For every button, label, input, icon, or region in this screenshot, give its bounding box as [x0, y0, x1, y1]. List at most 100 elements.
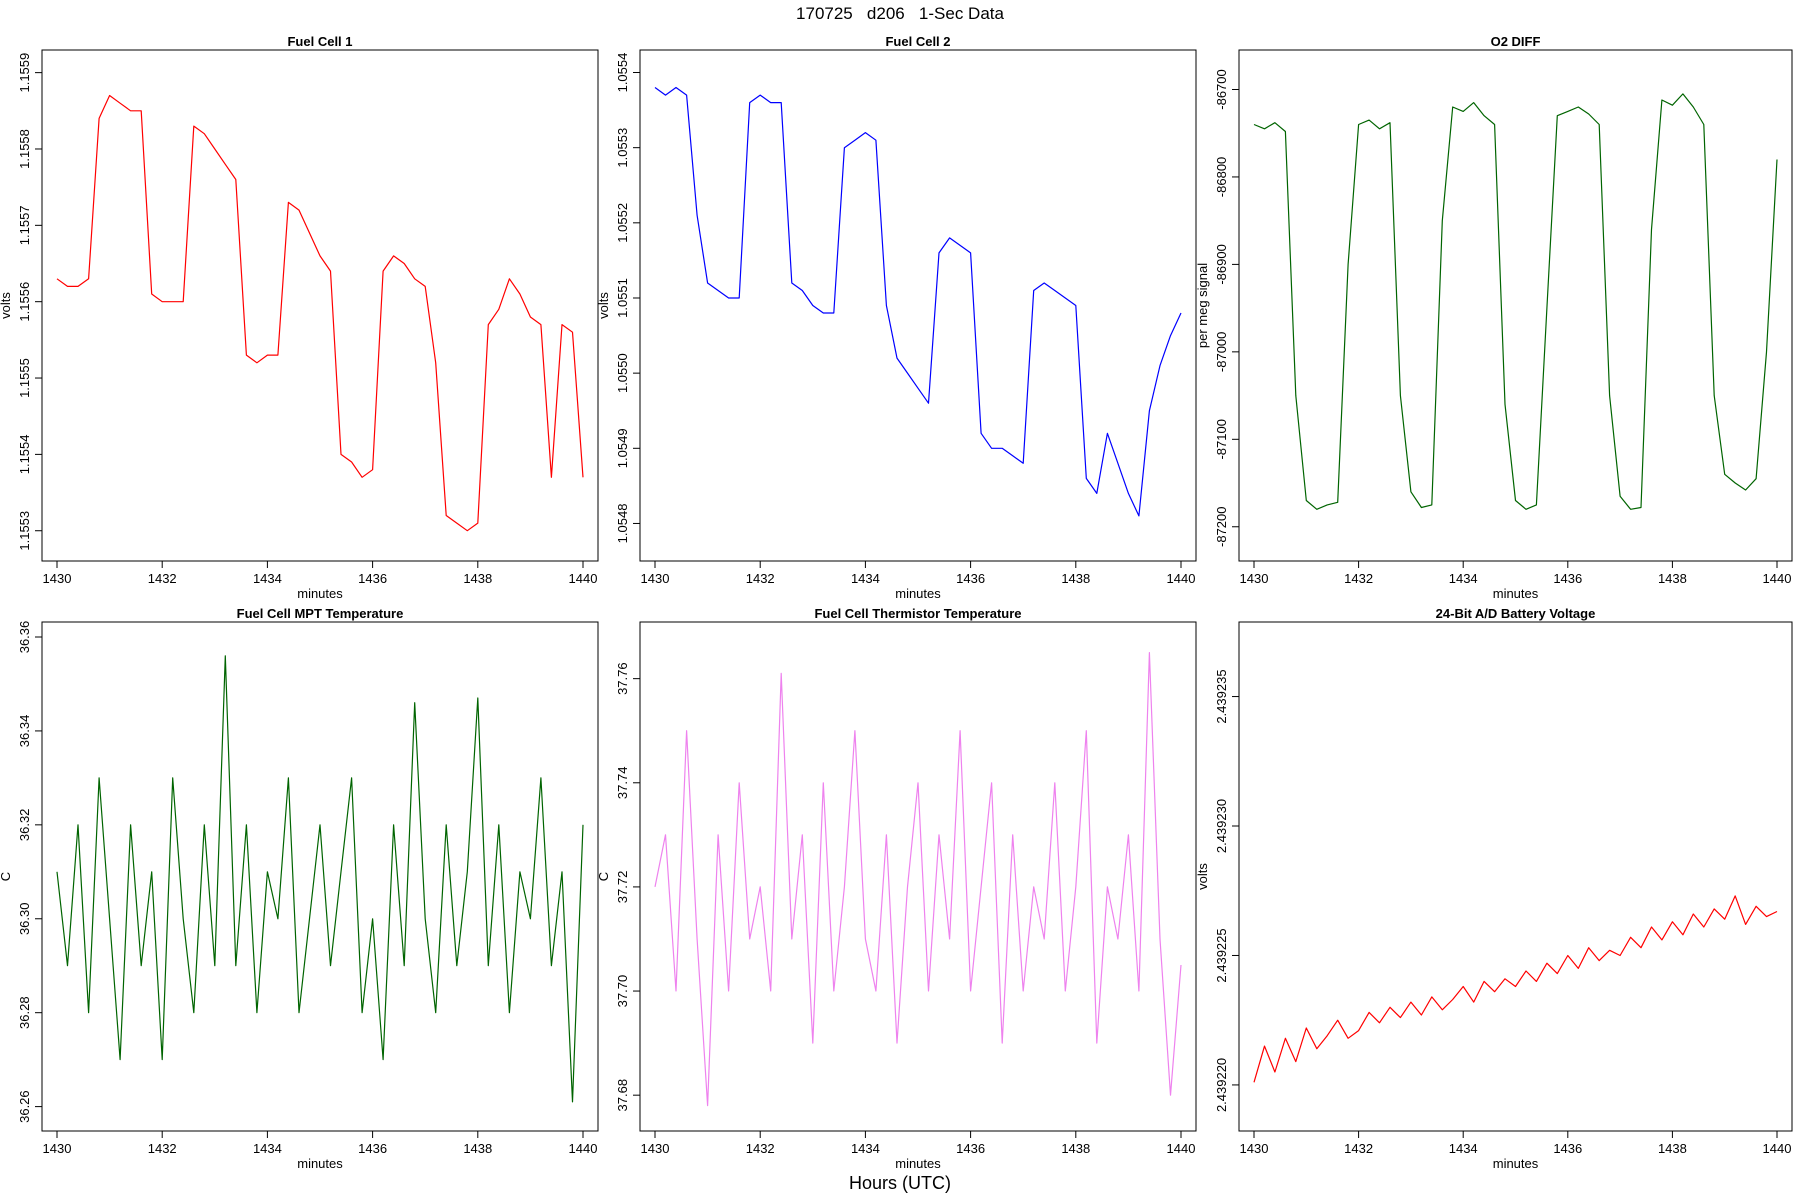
therm-x-axis-label: minutes: [895, 1156, 941, 1171]
fc1-y-tick-label: 1.1555: [17, 358, 32, 398]
fc1-x-tick-label: 1434: [253, 571, 282, 586]
therm-series-line: [654, 651, 1182, 1107]
fc1-y-tick-label: 1.1559: [17, 53, 32, 93]
fc2-x-tick-label: 1438: [1061, 571, 1090, 586]
fc1-y-tick-label: 1.1553: [17, 511, 32, 551]
fc2-y-axis-label: volts: [596, 292, 611, 319]
mpt-x-tick-label: 1440: [569, 1141, 598, 1156]
batt-y-axis-label: volts: [1195, 863, 1210, 890]
therm-y-tick-label: 37.72: [615, 871, 630, 904]
mpt-y-tick-label: 36.36: [17, 621, 32, 654]
o2-x-tick-label: 1440: [1763, 571, 1792, 586]
fc2-y-tick-label: 1.0554: [615, 53, 630, 93]
panel-batt: 24-Bit A/D Battery Voltage 1430 1432 1434 14…: [1195, 606, 1793, 1171]
chart-panels: Fuel Cell 1 1430 1432 1434 1436 1438 1440 minut…: [0, 34, 1793, 1171]
o2-x-tick-label: 1434: [1449, 571, 1478, 586]
fc1-x-tick-label: 1430: [43, 571, 72, 586]
fc2-series-line: [654, 86, 1182, 517]
batt-x-tick-label: 1436: [1553, 1141, 1582, 1156]
fc1-title: Fuel Cell 1: [287, 34, 352, 49]
o2-series-line: [1253, 93, 1778, 510]
batt-x-tick-label: 1432: [1344, 1141, 1373, 1156]
fc2-x-tick-label: 1436: [956, 571, 985, 586]
panel-fc2: Fuel Cell 2 1430 1432 1434 1436 1438 1440 minut…: [596, 34, 1197, 601]
fc2-y-tick-label: 1.0552: [615, 203, 630, 243]
batt-y-tick-label: 2.439230: [1214, 799, 1229, 853]
batt-x-tick-label: 1430: [1240, 1141, 1269, 1156]
batt-title: 24-Bit A/D Battery Voltage: [1436, 606, 1596, 621]
panel-therm: Fuel Cell Thermistor Temperature 1430 1432…: [596, 606, 1197, 1171]
mpt-y-axis-label: C: [0, 872, 13, 881]
mpt-x-tick-label: 1430: [43, 1141, 72, 1156]
fc1-y-tick-label: 1.1557: [17, 205, 32, 245]
therm-y-tick-label: 37.68: [615, 1079, 630, 1112]
therm-x-tick-label: 1436: [956, 1141, 985, 1156]
therm-x-tick-label: 1440: [1167, 1141, 1196, 1156]
page-title: 170725 d206 1-Sec Data: [796, 4, 1004, 23]
batt-y-tick-label: 2.439220: [1214, 1058, 1229, 1112]
fc1-x-tick-label: 1440: [569, 571, 598, 586]
mpt-plot-frame: [41, 621, 599, 1132]
panel-mpt: Fuel Cell MPT Temperature 1430 1432 1434 143…: [0, 606, 599, 1171]
fc1-y-axis-label: volts: [0, 292, 13, 319]
fc1-y-tick-label: 1.1554: [17, 434, 32, 474]
fc2-x-tick-label: 1434: [851, 571, 880, 586]
o2-x-tick-label: 1436: [1553, 571, 1582, 586]
batt-y-tick-label: 2.439235: [1214, 669, 1229, 723]
mpt-y-tick-label: 36.32: [17, 809, 32, 842]
fc1-series-line: [56, 94, 584, 532]
fc1-x-axis-label: minutes: [297, 586, 343, 601]
fc1-y-tick-label: 1.1556: [17, 282, 32, 322]
mpt-y-tick-label: 36.30: [17, 902, 32, 935]
batt-x-tick-label: 1438: [1658, 1141, 1687, 1156]
o2-y-tick-label: -86700: [1214, 69, 1229, 109]
fc2-x-tick-label: 1430: [641, 571, 670, 586]
panel-fc1: Fuel Cell 1 1430 1432 1434 1436 1438 1440 minut…: [0, 34, 599, 601]
fc1-x-tick-label: 1436: [358, 571, 387, 586]
global-x-axis-label: Hours (UTC): [849, 1173, 951, 1193]
fc2-y-tick-label: 1.0550: [615, 353, 630, 393]
batt-y-tick-label: 2.439225: [1214, 928, 1229, 982]
mpt-x-axis-label: minutes: [297, 1156, 343, 1171]
therm-y-tick-label: 37.74: [615, 767, 630, 800]
batt-plot-frame: [1238, 621, 1793, 1132]
therm-title: Fuel Cell Thermistor Temperature: [814, 606, 1021, 621]
mpt-y-tick-label: 36.34: [17, 715, 32, 748]
o2-title: O2 DIFF: [1491, 34, 1541, 49]
mpt-x-tick-label: 1436: [358, 1141, 387, 1156]
therm-x-tick-label: 1430: [641, 1141, 670, 1156]
mpt-series-line: [56, 655, 584, 1103]
fc2-x-axis-label: minutes: [895, 586, 941, 601]
fc1-x-tick-label: 1432: [148, 571, 177, 586]
o2-x-tick-label: 1432: [1344, 571, 1373, 586]
fc1-plot-frame: [41, 49, 599, 562]
o2-y-axis-label: per meg signal: [1195, 263, 1210, 348]
mpt-title: Fuel Cell MPT Temperature: [237, 606, 404, 621]
therm-x-tick-label: 1438: [1061, 1141, 1090, 1156]
batt-x-tick-label: 1440: [1763, 1141, 1792, 1156]
batt-x-tick-label: 1434: [1449, 1141, 1478, 1156]
panel-o2: O2 DIFF 1430 1432 1434 1436 1438 1440 minutes -8…: [1195, 34, 1793, 601]
therm-x-tick-label: 1432: [746, 1141, 775, 1156]
therm-plot-frame: [639, 621, 1197, 1132]
mpt-x-tick-label: 1434: [253, 1141, 282, 1156]
mpt-y-tick-label: 36.28: [17, 996, 32, 1029]
fc1-y-tick-label: 1.1558: [17, 129, 32, 169]
o2-plot-frame: [1238, 49, 1793, 562]
o2-y-tick-label: -87000: [1214, 332, 1229, 372]
mpt-x-tick-label: 1438: [463, 1141, 492, 1156]
therm-y-tick-label: 37.70: [615, 975, 630, 1008]
batt-x-axis-label: minutes: [1493, 1156, 1539, 1171]
batt-series-line: [1253, 895, 1778, 1083]
therm-y-axis-label: C: [596, 872, 611, 881]
mpt-y-tick-label: 36.26: [17, 1090, 32, 1123]
fc2-x-tick-label: 1440: [1167, 571, 1196, 586]
o2-x-tick-label: 1438: [1658, 571, 1687, 586]
mpt-x-tick-label: 1432: [148, 1141, 177, 1156]
o2-y-tick-label: -87200: [1214, 507, 1229, 547]
o2-x-tick-label: 1430: [1240, 571, 1269, 586]
fc2-x-tick-label: 1432: [746, 571, 775, 586]
fc2-y-tick-label: 1.0551: [615, 278, 630, 318]
fc1-x-tick-label: 1438: [463, 571, 492, 586]
